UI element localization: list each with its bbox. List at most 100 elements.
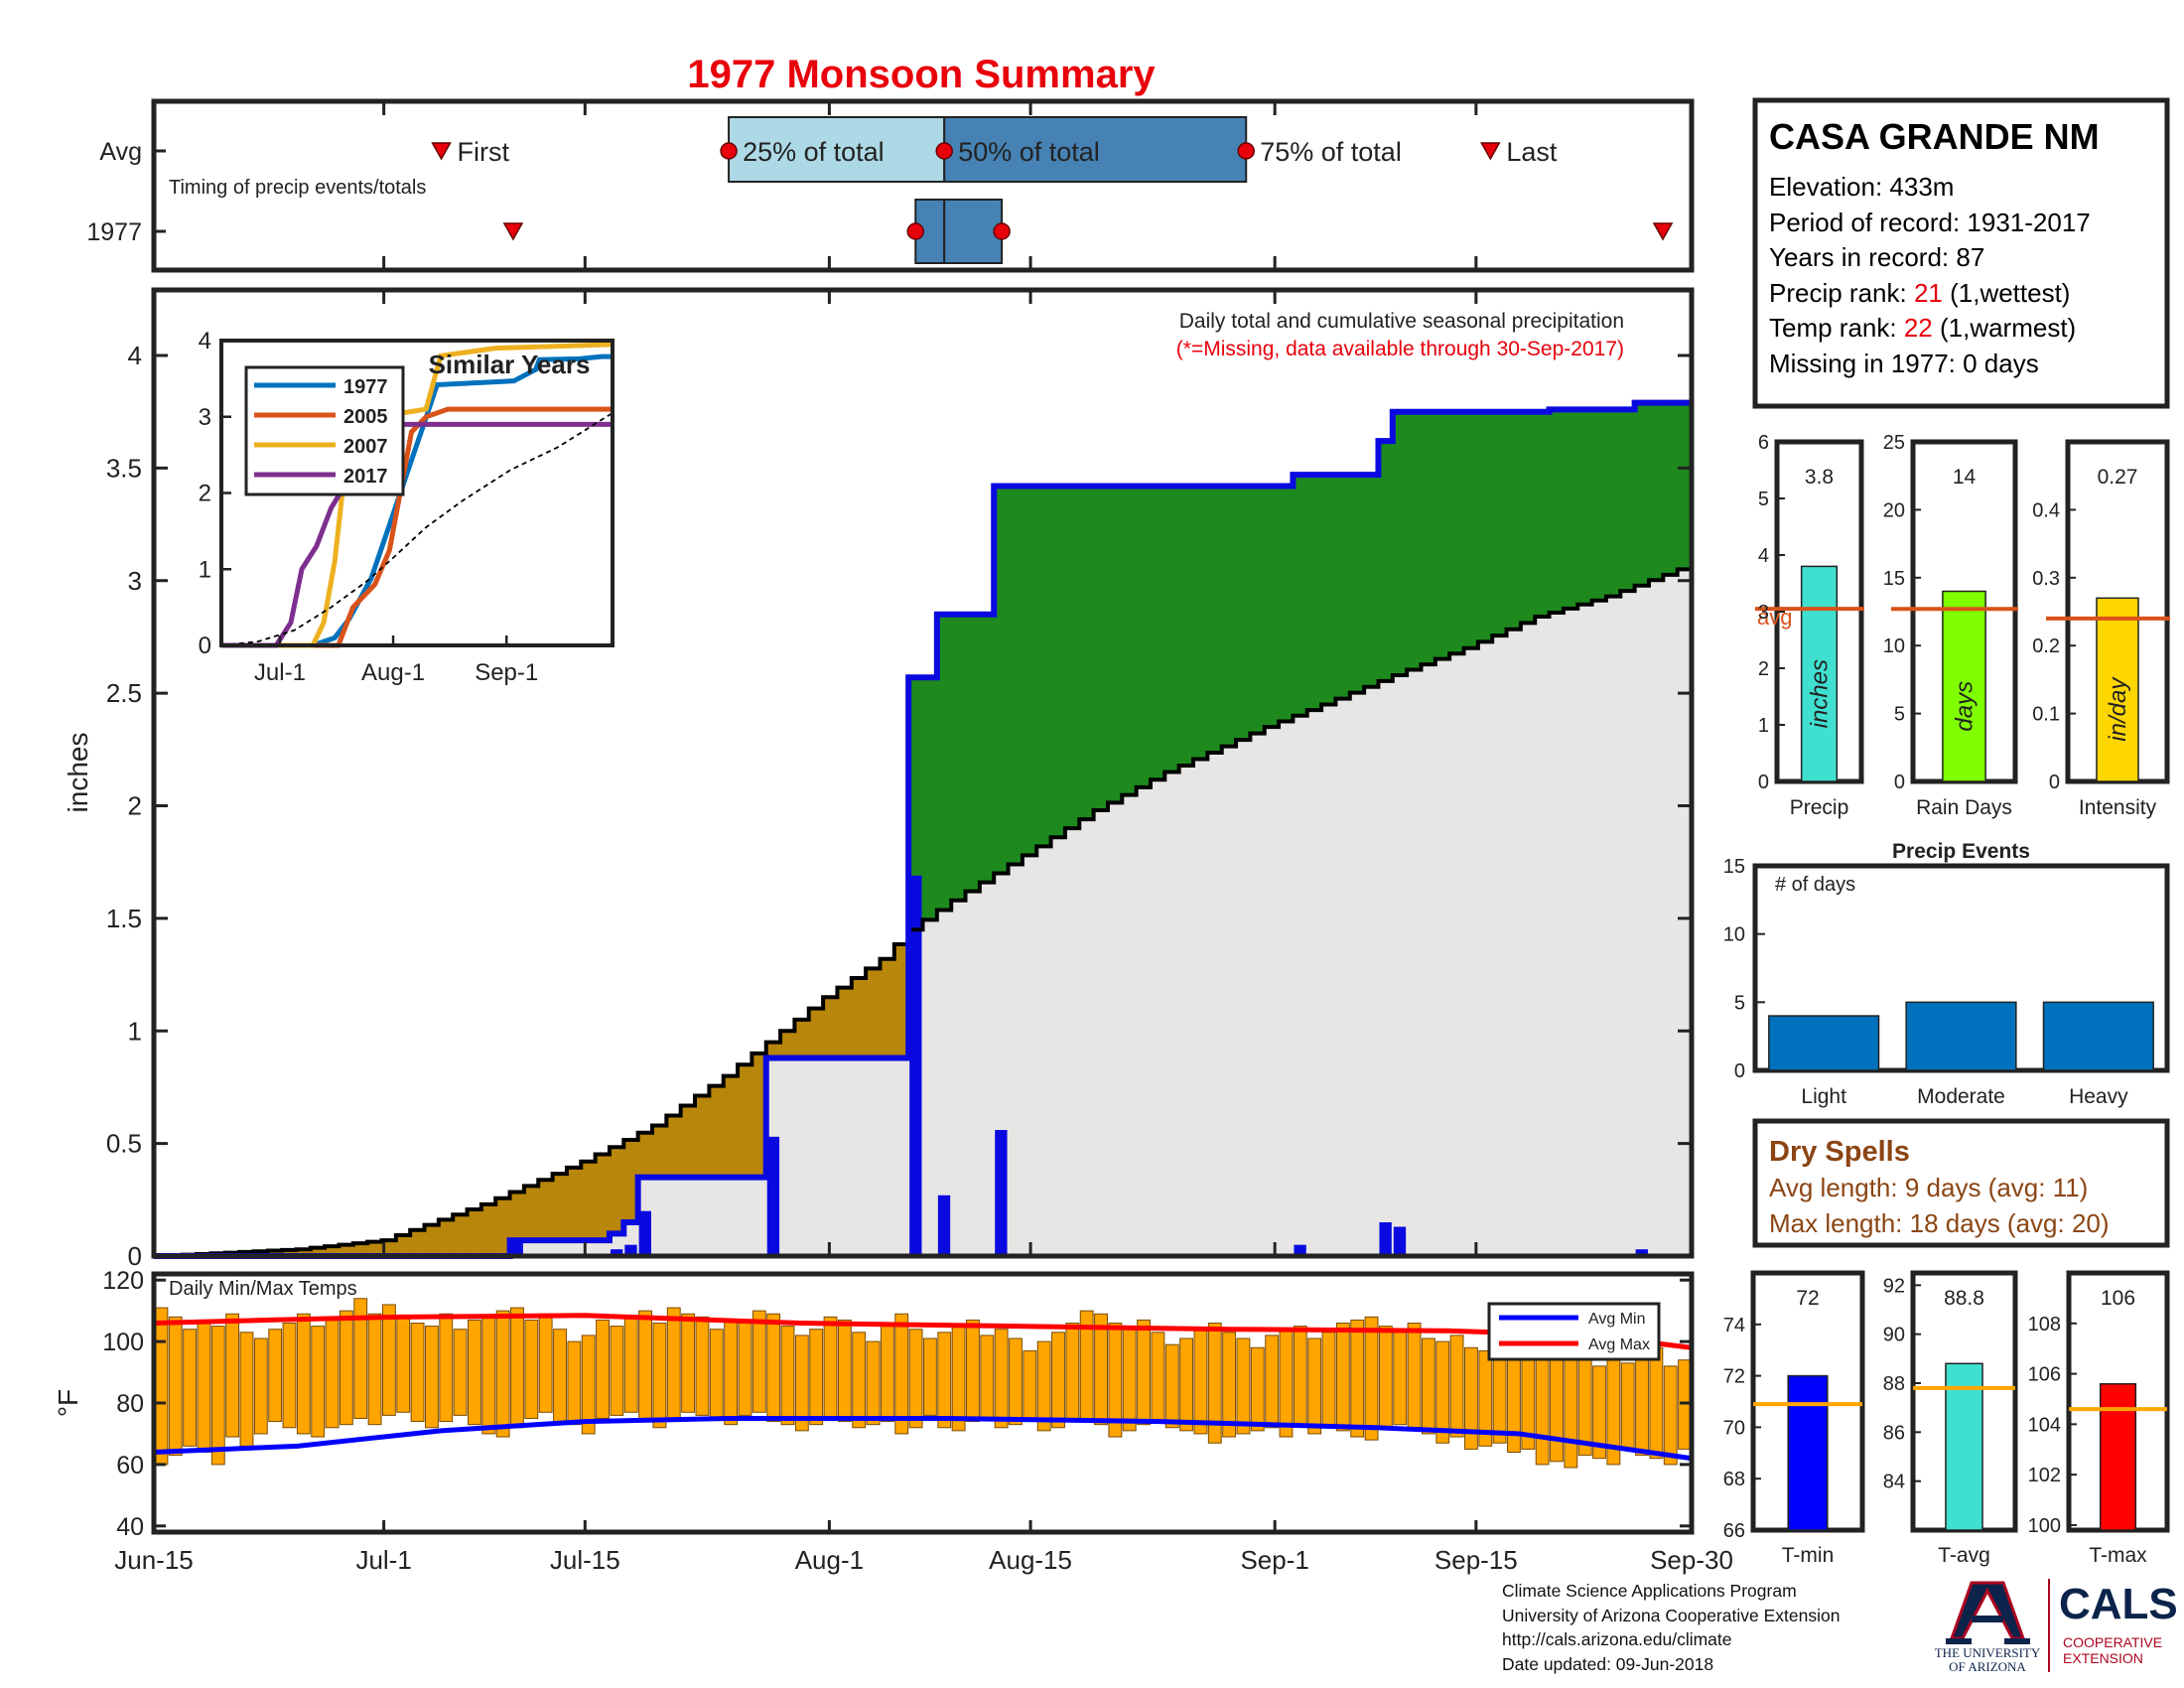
- avg-fill-column: [1036, 846, 1052, 1256]
- above-avg-column: [1236, 486, 1251, 741]
- stat-ytick-label: 5: [1894, 704, 1905, 726]
- above-avg-column: [1093, 486, 1109, 811]
- events-ytick-label: 0: [1734, 1060, 1745, 1082]
- above-avg-column: [1136, 486, 1152, 787]
- stat-ytick-label: 6: [1758, 432, 1769, 454]
- temps-ylabel: °F: [53, 1389, 83, 1417]
- daily-precip-bar: [937, 1195, 951, 1256]
- daily-precip-bar: [610, 1249, 623, 1256]
- stat-unit-label: in/day: [2105, 676, 2131, 742]
- avg-q25-marker: [720, 142, 738, 160]
- temp-range-bar: [439, 1313, 454, 1423]
- stat-unit-label: inches: [1807, 659, 1834, 728]
- footer-date: Date updated: 09-Jun-2018: [1502, 1653, 1714, 1674]
- below-avg-column: [581, 1161, 597, 1241]
- above-avg-column: [1178, 486, 1194, 767]
- above-avg-column: [1150, 486, 1165, 780]
- below-avg-column: [438, 1219, 454, 1256]
- avg-last-label: Last: [1506, 137, 1558, 167]
- tstat-value-label: 72: [1796, 1287, 1819, 1310]
- temp-range-bar: [1321, 1332, 1336, 1429]
- temp-range-bar: [1108, 1323, 1123, 1438]
- station-name: CASA GRANDE NM: [1769, 116, 2100, 157]
- temp-range-bar: [1407, 1323, 1422, 1429]
- stat-ytick-label: 0: [1894, 772, 1905, 793]
- below-avg-column: [523, 1186, 539, 1241]
- avg-fill-column: [1306, 710, 1322, 1256]
- temp-range-bar: [1065, 1323, 1080, 1419]
- avg-last-marker: [1480, 142, 1501, 161]
- temp-range-bar: [751, 1310, 766, 1413]
- temp-range-bar: [1449, 1335, 1464, 1438]
- below-avg-column: [538, 1180, 554, 1241]
- inset-legend-label: 2005: [343, 406, 388, 428]
- precip-ytick-label: 1.5: [106, 904, 142, 933]
- below-avg-column: [480, 1203, 496, 1256]
- below-avg-column: [651, 1125, 667, 1178]
- tstat-xlabel: T-max: [2089, 1544, 2147, 1567]
- temp-range-bar: [1307, 1337, 1322, 1435]
- temp-range-bar: [1137, 1319, 1151, 1426]
- inset-series-line: [221, 353, 613, 648]
- above-avg-column: [936, 614, 952, 911]
- tstat-xlabel: T-min: [1782, 1544, 1835, 1567]
- avg-fill-column: [1107, 802, 1123, 1256]
- below-avg-column: [709, 1085, 725, 1178]
- avg-fill-column: [1279, 721, 1295, 1256]
- avg-fill-column: [794, 1057, 810, 1256]
- temp-range-bar: [923, 1337, 937, 1416]
- above-avg-column: [1492, 411, 1508, 636]
- stat-ytick-label: 0: [2049, 772, 2060, 793]
- below-avg-column: [325, 1246, 341, 1256]
- stat-ytick-label: 0: [1758, 772, 1769, 793]
- temp-range-bar: [596, 1319, 610, 1419]
- events-bar: [2042, 1001, 2154, 1071]
- temp-rank-value: 22: [1904, 313, 1933, 343]
- stat-bar-0: [1800, 565, 1839, 782]
- temp-range-bar: [1464, 1346, 1478, 1450]
- avg-fill-column: [1520, 623, 1536, 1256]
- below-avg-column: [823, 997, 839, 1058]
- inset-legend-label: 1977: [343, 376, 388, 398]
- temp-range-bar: [1592, 1365, 1606, 1460]
- avg-fill-column: [1648, 580, 1664, 1256]
- temp-range-bar: [524, 1319, 539, 1419]
- stat-unit-label: days: [1952, 681, 1979, 732]
- temp-range-bar: [738, 1323, 752, 1416]
- dry-spells-max: Max length: 18 days (avg: 20): [1769, 1208, 2110, 1238]
- timing-row-label: 1977: [86, 218, 142, 246]
- above-avg-column: [1605, 409, 1621, 597]
- avg-fill-column: [680, 1177, 696, 1256]
- temp-range-bar: [823, 1316, 838, 1419]
- stat-bar-2: [2096, 597, 2139, 782]
- below-avg-column: [339, 1244, 354, 1256]
- x-tick-label: Sep-1: [1240, 1545, 1308, 1575]
- chart-title: 1977 Monsoon Summary: [687, 53, 1156, 96]
- temps-ytick-label: 40: [116, 1513, 144, 1541]
- avg-fill-column: [936, 910, 952, 1256]
- avg-fill-column: [1463, 647, 1479, 1256]
- avg-fill-column: [738, 1177, 752, 1256]
- events-ytick-label: 5: [1734, 992, 1745, 1014]
- temp-range-bar: [225, 1313, 240, 1438]
- avg-fill-column: [1535, 617, 1551, 1256]
- avg-fill-column: [1577, 604, 1593, 1256]
- below-avg-column: [509, 1192, 525, 1241]
- avg-fill-column: [709, 1177, 725, 1256]
- temp-range-bar: [1193, 1329, 1208, 1435]
- above-avg-column: [965, 614, 981, 892]
- avg-fill-column: [552, 1240, 568, 1256]
- temp-range-bar: [1094, 1313, 1108, 1426]
- above-avg-column: [1022, 486, 1037, 856]
- inset-legend-label: 2017: [343, 466, 388, 488]
- temps-ytick-label: 80: [116, 1390, 144, 1418]
- above-avg-column: [1477, 411, 1493, 642]
- avg-fill-column: [1449, 653, 1465, 1256]
- daily-temps-panel: 40 60 80 100 120 Jun-15 Jul-1 Jul-15 Aug-1 Aug-15…: [53, 1267, 1733, 1575]
- year-first-marker: [502, 222, 524, 241]
- tstat-ytick-label: 72: [1723, 1366, 1745, 1388]
- precip-ytick-label: 0: [128, 1241, 142, 1271]
- below-avg-column: [723, 1075, 739, 1178]
- tstat-ytick-label: 86: [1883, 1422, 1905, 1444]
- stat-xlabel: Precip: [1790, 796, 1849, 819]
